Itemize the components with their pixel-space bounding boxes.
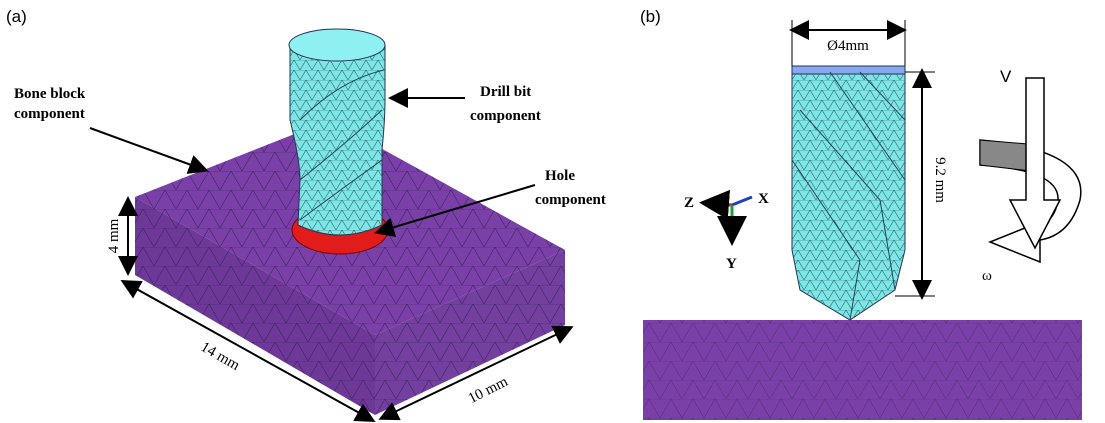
bone-block <box>643 320 1082 420</box>
velocity-label: V <box>1000 67 1012 86</box>
annotation: Drill bit <box>480 84 531 100</box>
dimension: 4 mm <box>106 218 122 253</box>
panel-label: (a) <box>6 7 27 26</box>
figure: (a) Bone block component Drill bit compo… <box>0 0 1105 423</box>
drill-bit <box>792 66 905 320</box>
motion-arrows <box>980 78 1081 262</box>
rotation-label: ω <box>982 268 992 284</box>
axis-label: Z <box>684 195 694 211</box>
annotation: component <box>14 106 85 122</box>
annotation: Hole <box>545 168 575 184</box>
dimension: Ø4mm <box>827 38 869 54</box>
axis-label: Y <box>726 256 737 272</box>
panel-label: (b) <box>640 7 661 26</box>
dimension: 9.2 mm <box>932 157 948 203</box>
axis-label: X <box>758 191 769 207</box>
arrow <box>90 128 205 170</box>
annotation: component <box>470 108 541 124</box>
annotation: component <box>535 192 606 208</box>
annotation: Bone block <box>14 86 86 102</box>
drill-bit <box>289 29 385 235</box>
dimension: 10 mm <box>466 374 511 408</box>
coordinate-axes: Z X Y <box>684 191 769 272</box>
